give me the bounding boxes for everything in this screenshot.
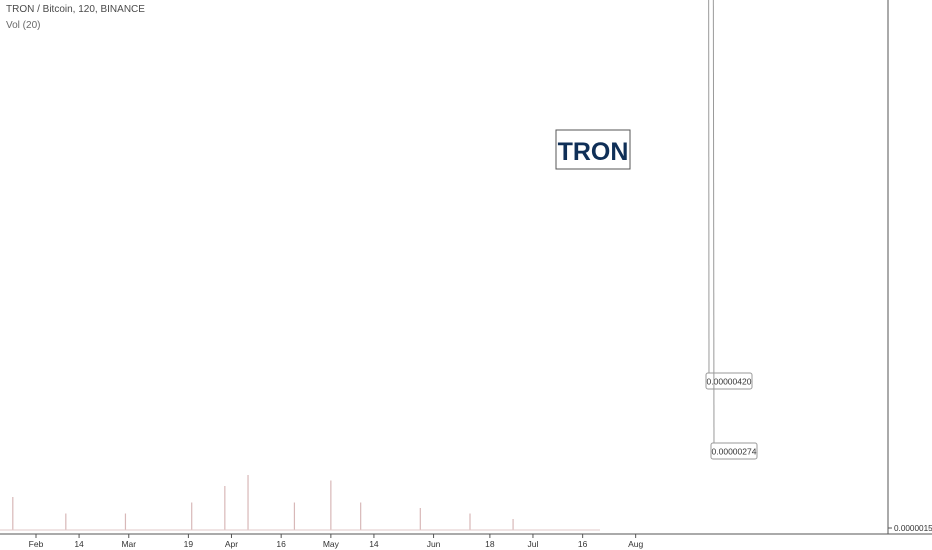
- zone-price-label: 0.00000274: [712, 447, 757, 457]
- x-tick-label: Mar: [121, 539, 136, 549]
- volume-bar: [469, 513, 471, 530]
- x-tick-label: 14: [74, 539, 84, 549]
- y-tick-label: 0.00000150: [894, 524, 932, 533]
- annotation-text: TRON: [558, 138, 629, 166]
- volume-bar: [65, 513, 67, 530]
- x-tick-label: 14: [369, 539, 379, 549]
- x-tick-label: Feb: [29, 539, 44, 549]
- volume-bar: [512, 519, 514, 530]
- volume-bar: [419, 508, 421, 530]
- x-tick-label: 16: [276, 539, 286, 549]
- volume-bar: [360, 502, 362, 530]
- zone-label-leader: [708, 0, 710, 390]
- volume-bar: [247, 475, 249, 530]
- x-tick-label: 16: [578, 539, 588, 549]
- x-tick-label: Apr: [225, 539, 238, 549]
- volume-bar: [224, 486, 226, 530]
- x-tick-label: 18: [485, 539, 495, 549]
- volume-bar: [191, 502, 193, 530]
- x-tick-label: May: [323, 539, 340, 549]
- chart-title: TRON / Bitcoin, 120, BINANCE: [6, 4, 145, 15]
- volume-bar: [293, 502, 296, 530]
- volume-bar: [12, 497, 14, 530]
- x-tick-label: 19: [184, 539, 194, 549]
- x-tick-label: Jul: [528, 539, 539, 549]
- volume-bar: [124, 513, 127, 530]
- price-axis-panel: [888, 0, 932, 550]
- zone-label-box[interactable]: [705, 372, 753, 390]
- zone-label-leader: [712, 0, 715, 460]
- volume-indicator-label: Vol (20): [6, 20, 41, 31]
- volume-bar: [330, 480, 332, 530]
- zone-price-label: 0.00000420: [707, 377, 752, 387]
- zone-label-box[interactable]: [710, 442, 758, 460]
- annotation-box[interactable]: [555, 129, 631, 170]
- x-tick-label: Jun: [427, 539, 441, 549]
- x-tick-label: Aug: [628, 539, 643, 549]
